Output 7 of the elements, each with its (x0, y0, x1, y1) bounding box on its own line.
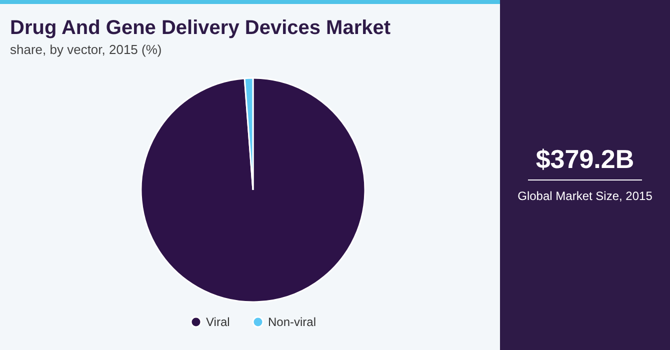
text: Global Market Size, 2015 (518, 189, 653, 203)
legend-label: Viral (206, 315, 230, 329)
chart-subtitle: share, by vector, 2015 (%) (10, 42, 162, 57)
legend-label: Non-viral (268, 315, 316, 329)
pie-slice (140, 77, 366, 303)
text: $379.2B (536, 144, 634, 174)
chart-title: Drug And Gene Delivery Devices Market (10, 17, 391, 39)
